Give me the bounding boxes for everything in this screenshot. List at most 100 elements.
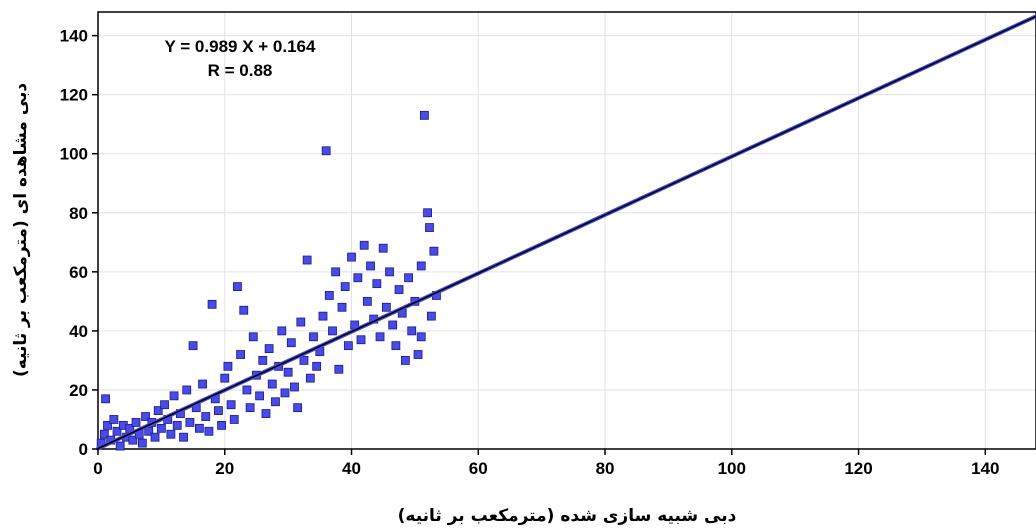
data-point-24: [169, 391, 179, 401]
data-point-29: [185, 418, 195, 427]
data-point-35: [204, 426, 214, 436]
x-tick-label-4: 80: [596, 459, 615, 478]
data-points: [96, 110, 441, 451]
data-point-36: [207, 299, 217, 309]
y-tick-label-4: 80: [69, 204, 88, 223]
data-point-1: [99, 429, 109, 439]
x-axis-title: دبی شبیه سازی شده (مترمکعب بر ثانیه): [398, 506, 737, 526]
data-point-98: [404, 273, 413, 283]
data-point-58: [277, 326, 287, 336]
data-point-19: [153, 406, 163, 416]
data-point-83: [356, 335, 366, 345]
data-point-40: [220, 373, 230, 383]
data-point-91: [381, 302, 391, 312]
data-point-21: [160, 400, 169, 410]
data-point-42: [226, 400, 236, 410]
data-point-109: [416, 332, 426, 342]
data-point-30: [188, 341, 198, 351]
plot-frame: [97, 11, 1036, 450]
x-tick-label-2: 40: [342, 459, 361, 478]
data-point-79: [343, 341, 353, 351]
x-tick-label-5: 100: [718, 459, 746, 478]
x-tick-label-0: 0: [93, 459, 102, 478]
data-point-78: [340, 282, 350, 292]
y-tick-label-6: 120: [60, 86, 88, 105]
data-point-82: [353, 273, 363, 283]
y-tick-label-7: 140: [60, 27, 88, 46]
data-point-107: [429, 246, 439, 256]
data-point-92: [385, 267, 394, 277]
data-point-80: [347, 252, 356, 262]
data-point-2: [103, 420, 112, 430]
data-point-103: [419, 110, 429, 120]
data-point-44: [233, 282, 242, 292]
data-point-27: [179, 432, 188, 442]
data-point-86: [366, 261, 375, 271]
annotation-equation: Y = 0.989 X + 0.164: [165, 37, 316, 56]
data-point-64: [296, 317, 306, 327]
data-point-15: [141, 412, 150, 421]
data-point-84: [359, 240, 369, 250]
data-point-85: [362, 296, 372, 306]
data-point-59: [280, 388, 290, 398]
data-point-5: [109, 415, 119, 424]
data-point-49: [248, 332, 258, 342]
regression-line-core: [97, 15, 1036, 450]
data-point-105: [425, 223, 434, 232]
data-point-43: [229, 415, 239, 424]
data-point-47: [242, 385, 252, 395]
data-point-18: [150, 432, 160, 442]
y-tick-label-2: 40: [69, 322, 88, 341]
data-point-77: [337, 302, 347, 312]
data-point-28: [182, 385, 192, 395]
data-point-46: [239, 305, 249, 315]
data-point-38: [214, 406, 223, 416]
data-point-71: [318, 311, 328, 321]
data-point-75: [331, 267, 341, 277]
data-point-52: [258, 356, 268, 365]
data-point-39: [217, 420, 226, 430]
data-point-33: [198, 379, 207, 389]
annotation-r-value: R = 0.88: [208, 61, 273, 80]
data-point-53: [261, 409, 271, 418]
data-point-97: [400, 356, 410, 365]
x-tick-label-3: 60: [469, 459, 488, 478]
data-point-25: [172, 420, 182, 430]
y-tick-label-1: 20: [69, 381, 88, 400]
data-point-88: [372, 279, 382, 289]
data-point-56: [271, 397, 280, 407]
data-point-89: [375, 332, 385, 342]
x-axis-ticks: 0 20 40 60 80 100 120 140: [93, 449, 999, 478]
data-point-7: [115, 441, 125, 451]
data-point-61: [286, 338, 296, 348]
data-point-55: [267, 379, 277, 389]
data-point-67: [305, 373, 315, 383]
data-point-60: [283, 367, 293, 377]
grid-lines: [98, 12, 1036, 449]
data-point-102: [416, 261, 426, 271]
y-tick-label-3: 60: [69, 263, 88, 282]
data-point-93: [388, 320, 398, 330]
regression-line: [96, 14, 1036, 451]
data-point-73: [324, 291, 334, 300]
data-point-34: [201, 412, 211, 421]
y-tick-label-5: 100: [60, 145, 88, 164]
data-point-63: [293, 403, 303, 413]
data-point-41: [223, 361, 233, 371]
data-point-90: [378, 243, 388, 253]
data-point-51: [255, 391, 265, 401]
data-point-106: [426, 311, 436, 321]
y-tick-label-0: 0: [79, 440, 88, 459]
data-point-68: [309, 332, 318, 342]
y-axis-ticks: 0 20 40 60 80 100 120 140: [60, 27, 98, 459]
data-point-74: [328, 326, 337, 336]
data-point-32: [195, 423, 204, 433]
data-point-69: [312, 361, 322, 371]
data-point-99: [407, 326, 417, 336]
data-point-14: [137, 438, 147, 448]
data-point-76: [334, 364, 344, 374]
x-tick-label-6: 120: [844, 459, 872, 478]
data-point-72: [321, 146, 331, 156]
data-point-104: [423, 208, 432, 218]
